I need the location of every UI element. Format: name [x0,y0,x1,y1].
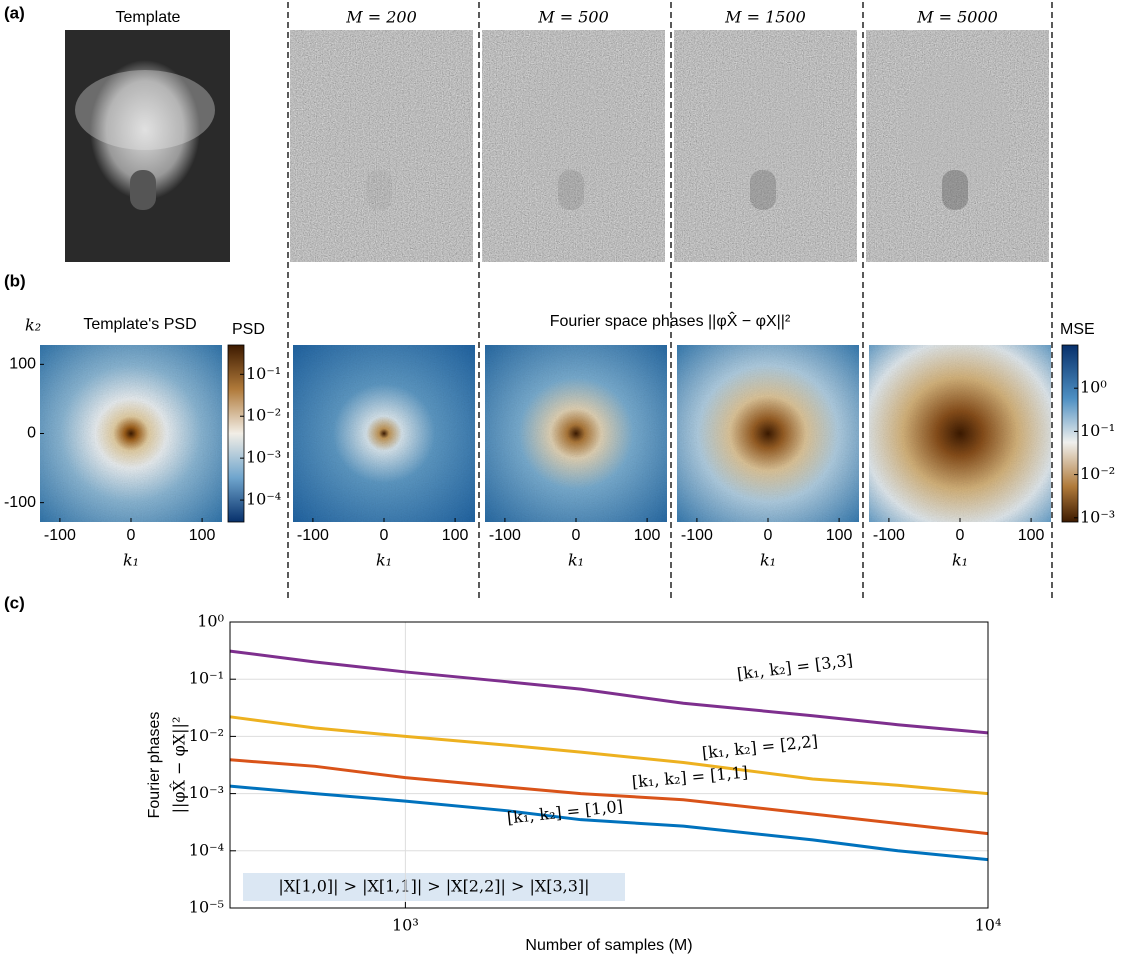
annotation-box [243,873,625,901]
x-tick-label: 100 [826,527,853,544]
heatmap-noise [40,345,222,522]
heatmap-noise [677,345,859,522]
template-image [65,30,230,262]
x-axis-label: k₁ [376,551,392,570]
series-label: [k₁, k₂] = [3,3] [736,650,854,683]
x-tick-label: 0 [127,527,136,544]
image-noise [866,30,1049,262]
reconstruction-image [290,30,473,262]
x-tick-label: -100 [44,527,76,544]
colorbar-tick-label: 10⁻² [1080,464,1115,483]
image-face [325,60,435,200]
y-tick-label: 10⁻³ [189,783,224,802]
x-axis-label: Number of samples (M) [525,937,692,954]
x-tick-label: -100 [681,527,713,544]
y-tick-label: 10⁰ [197,612,224,631]
y-tick-label: 0 [27,425,36,442]
heatmap-noise [293,345,475,522]
line-series [229,649,989,735]
x-tick-label: 0 [572,527,581,544]
x-tick-label: -100 [873,527,905,544]
image-face [901,60,1011,200]
colorbar [227,344,245,523]
image-face [709,60,819,200]
y-tick-label: 10⁻² [189,726,224,745]
y-tick-label: 100 [9,356,36,373]
x-tick-label: -100 [297,527,329,544]
reconstruction-image [674,30,857,262]
image-title: Template's PSD [83,316,196,333]
reconstruction-image [482,30,665,262]
x-tick-label: 100 [442,527,469,544]
image-noise [674,30,857,262]
image-tongue [558,170,584,210]
colorbar [1061,344,1079,523]
image-noise [482,30,665,262]
y-axis-label: Fourier phases [146,712,163,819]
image-face [517,60,627,200]
series-label: [k₁, k₂] = [1,0] [506,796,624,827]
heatmap-noise [869,345,1051,522]
x-tick-label: 0 [956,527,965,544]
line-series [229,758,989,836]
y-tick-label: 10⁻⁵ [189,898,224,917]
colorbar-tick-label: 10⁻³ [246,448,281,467]
x-tick-label: -100 [489,527,521,544]
x-axis-label: k₁ [952,551,968,570]
plot-frame [229,621,989,909]
image-title: M = 500 [537,8,609,27]
x-tick-label: 10⁴ [975,916,1002,935]
panel-label: (b) [4,271,26,290]
colorbar-tick-label: 10⁰ [1080,378,1107,397]
image-tongue [750,170,776,210]
x-tick-label: 0 [380,527,389,544]
colorbar-tick-label: 10⁻⁴ [246,490,281,509]
colorbar-tick-label: 10⁻¹ [246,364,281,383]
y-axis-label: ||φX̂ − φX||² [170,717,189,814]
y-tick-label: 10⁻¹ [189,669,224,688]
line-series [229,715,989,796]
panel-label: (a) [4,3,25,22]
panel-title: Fourier space phases ||φX̂ − φX||² [550,311,791,331]
x-axis-label: k₁ [760,551,776,570]
colorbar-label: MSE [1060,321,1095,338]
y-axis-label: k₂ [25,316,41,335]
x-tick-label: 0 [764,527,773,544]
image-tongue [942,170,968,210]
heatmap-noise [485,345,667,522]
x-axis-label: k₁ [123,551,139,570]
panel-label: (c) [4,593,25,612]
reconstruction-image [866,30,1049,262]
y-tick-label: 10⁻⁴ [189,840,224,859]
colorbar-label: PSD [232,321,265,338]
colorbar-tick-label: 10⁻² [246,406,281,425]
annotation: |X[1,0]| > |X[1,1]| > |X[2,2]| > |X[3,3]… [278,877,589,896]
y-tick-label: -100 [4,494,36,511]
colorbar-tick-label: 10⁻¹ [1080,421,1115,440]
x-tick-label: 100 [189,527,216,544]
colorbar-tick-label: 10⁻³ [1080,507,1115,526]
image-title: Template [116,9,181,26]
image-tongue [366,170,392,210]
x-tick-label: 100 [1018,527,1045,544]
image-title: M = 200 [345,8,417,27]
x-tick-label: 10³ [392,916,419,935]
image-title: M = 1500 [724,8,806,27]
image-noise [290,30,473,262]
line-series [229,784,989,862]
x-axis-label: k₁ [568,551,584,570]
image-title: M = 5000 [916,8,998,27]
x-tick-label: 100 [634,527,661,544]
series-label: [k₁, k₂] = [1,1] [631,762,749,791]
